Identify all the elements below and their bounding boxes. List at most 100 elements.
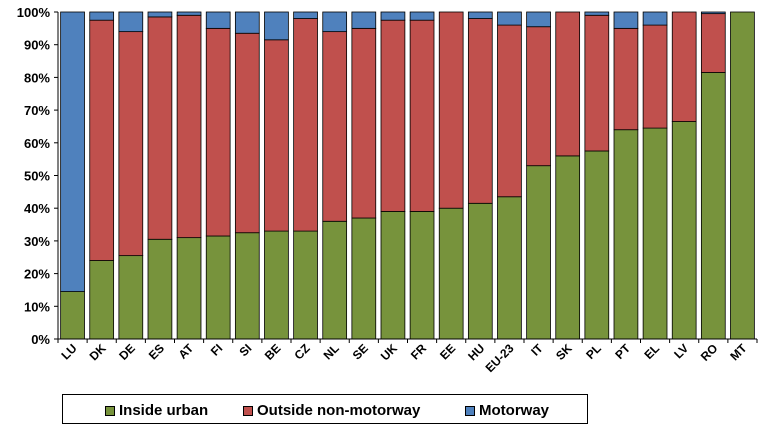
x-tick-label: PL — [583, 341, 604, 362]
bar-segment-fr-inside-urban — [409, 211, 435, 340]
bar-segment-pl-outside-non-motorway — [584, 14, 610, 152]
bar-segment-ro-inside-urban — [700, 72, 726, 340]
y-tick-label: 90% — [24, 38, 50, 53]
bar-segment-hu-inside-urban — [467, 202, 493, 340]
bar-segment-it-inside-urban — [526, 165, 551, 340]
bar-segment-uk-inside-urban — [380, 211, 406, 340]
bar-segment-nl-inside-urban — [322, 220, 348, 340]
bar-segment-sk-outside-non-motorway — [555, 11, 581, 157]
bar-segment-be-inside-urban — [264, 230, 289, 340]
bar-segment-eu-23-outside-non-motorway — [497, 24, 522, 198]
bar-segment-pt-inside-urban — [613, 129, 639, 340]
bar-segment-at-outside-non-motorway — [176, 14, 202, 239]
x-tick-label: LV — [671, 341, 691, 361]
bar-segment-hu-outside-non-motorway — [467, 18, 493, 204]
y-tick-label: 60% — [24, 136, 50, 151]
bar-segment-fr-motorway — [409, 11, 435, 21]
bar-segment-be-outside-non-motorway — [264, 39, 289, 232]
bar-segment-lv-inside-urban — [671, 121, 697, 340]
bar-segment-de-inside-urban — [118, 255, 144, 340]
bar-segment-si-inside-urban — [234, 232, 260, 340]
bar-segment-at-inside-urban — [176, 237, 202, 340]
bar-segment-se-inside-urban — [351, 217, 377, 340]
x-tick-label: ES — [146, 341, 167, 362]
bar-segment-se-outside-non-motorway — [351, 27, 377, 219]
x-tick-label: SE — [350, 341, 371, 362]
bar-segment-se-motorway — [351, 11, 377, 29]
bar-segment-pt-outside-non-motorway — [613, 27, 639, 131]
bar-segment-ee-outside-non-motorway — [438, 11, 464, 209]
legend-item-outside-non-motorway: Outside non-motorway — [243, 402, 420, 419]
bar-segment-eu-23-inside-urban — [497, 196, 522, 340]
legend-label-outside-non-motorway: Outside non-motorway — [257, 402, 421, 419]
bar-segment-de-outside-non-motorway — [118, 31, 144, 257]
bar-segment-sk-inside-urban — [555, 155, 581, 340]
y-axis: 0% 10% 20% 30% 40% 50% 60% 70% 80% 90% 100% — [17, 5, 59, 347]
x-tick-label: EU-23 — [483, 341, 517, 375]
bar-segment-fr-outside-non-motorway — [409, 19, 435, 212]
bar-segment-el-inside-urban — [642, 127, 668, 340]
x-tick-label: FI — [208, 341, 225, 358]
bars-group — [60, 11, 755, 340]
bar-segment-it-outside-non-motorway — [526, 26, 551, 167]
bar-segment-lv-outside-non-motorway — [671, 11, 697, 122]
bar-segment-fi-inside-urban — [205, 235, 231, 340]
y-tick-label: 80% — [24, 70, 50, 85]
x-tick-label: PT — [612, 341, 633, 362]
x-tick-label: AT — [176, 341, 197, 362]
bar-segment-lu-inside-urban — [60, 291, 85, 340]
bar-segment-dk-motorway — [89, 11, 115, 21]
bar-segment-lu-motorway — [60, 11, 85, 292]
x-tick-label: LU — [58, 341, 79, 362]
legend-label-inside-urban: Inside urban — [119, 402, 209, 419]
bar-segment-hu-motorway — [467, 11, 493, 19]
y-tick-label: 30% — [24, 234, 50, 249]
bar-segment-cz-inside-urban — [293, 230, 318, 340]
bar-segment-pl-motorway — [584, 11, 610, 16]
x-tick-label: DE — [116, 341, 138, 363]
bar-segment-nl-outside-non-motorway — [322, 31, 348, 222]
x-tick-label: HU — [465, 341, 487, 363]
bar-segment-uk-motorway — [380, 11, 406, 21]
bar-segment-uk-outside-non-motorway — [380, 19, 406, 212]
bar-segment-es-outside-non-motorway — [147, 16, 173, 240]
bar-segment-nl-motorway — [322, 11, 348, 33]
bar-segment-pl-inside-urban — [584, 150, 610, 340]
x-tick-label: DK — [87, 341, 109, 363]
bar-segment-pt-motorway — [613, 11, 639, 29]
x-tick-label: SI — [237, 341, 255, 359]
bar-segment-cz-outside-non-motorway — [293, 18, 318, 232]
bar-segment-si-motorway — [234, 11, 260, 34]
bar-segment-es-motorway — [147, 11, 173, 18]
legend-item-motorway: Motorway — [465, 402, 549, 419]
y-tick-label: 0% — [31, 332, 50, 347]
bar-segment-dk-inside-urban — [89, 260, 115, 340]
legend: Inside urban Outside non-motorway Motorw… — [62, 394, 588, 424]
legend-item-inside-urban: Inside urban — [105, 402, 208, 419]
y-tick-label: 40% — [24, 201, 50, 216]
x-tick-label: FR — [408, 341, 429, 362]
bar-segment-fi-outside-non-motorway — [205, 27, 231, 237]
y-tick-label: 10% — [24, 299, 50, 314]
y-tick-label: 50% — [24, 169, 50, 184]
bar-segment-ro-motorway — [700, 11, 726, 15]
bar-segment-cz-motorway — [293, 11, 318, 19]
bar-segment-mt-inside-urban — [730, 11, 755, 340]
legend-swatch-motorway — [465, 405, 475, 416]
bar-segment-at-motorway — [176, 11, 202, 16]
y-tick-label: 20% — [24, 267, 50, 282]
x-tick-label: MT — [727, 341, 750, 364]
x-tick-label: IT — [528, 341, 546, 359]
legend-label-motorway: Motorway — [479, 402, 550, 419]
bar-segment-ee-inside-urban — [438, 207, 464, 340]
bar-segment-ro-outside-non-motorway — [700, 13, 726, 73]
x-tick-label: RO — [698, 341, 721, 364]
bar-segment-si-outside-non-motorway — [234, 32, 260, 234]
bar-segment-el-outside-non-motorway — [642, 24, 668, 129]
bar-segment-el-motorway — [642, 11, 668, 26]
bar-segment-de-motorway — [118, 11, 144, 33]
bar-segment-fi-motorway — [205, 11, 231, 29]
legend-swatch-inside-urban — [105, 405, 115, 416]
y-tick-label: 70% — [24, 103, 50, 118]
